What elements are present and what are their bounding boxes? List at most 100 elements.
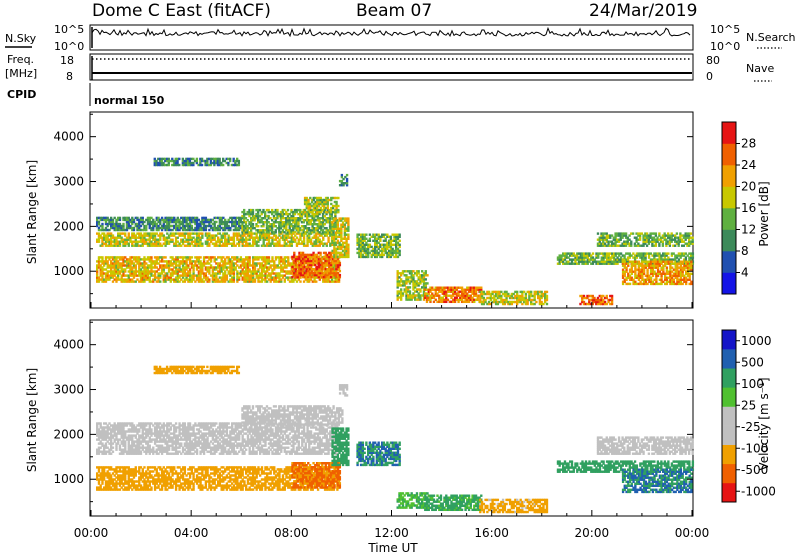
scatter-cell <box>382 247 386 251</box>
scatter-cell <box>166 226 169 230</box>
scatter-cell <box>146 264 150 267</box>
scatter-cell <box>211 228 215 232</box>
scatter-cell <box>307 214 311 218</box>
scatter-cell <box>155 224 158 228</box>
scatter-cell <box>124 264 127 267</box>
scatter-cell <box>496 290 500 294</box>
scatter-cell <box>498 290 501 294</box>
scatter-cell <box>306 244 309 247</box>
scatter-cell <box>577 258 581 261</box>
scatter-cell <box>316 229 319 232</box>
scatter-cell <box>180 268 183 271</box>
scatter-cell <box>683 262 686 265</box>
scatter-cell <box>104 244 108 247</box>
scatter-cell <box>195 232 199 235</box>
scatter-cell <box>202 228 206 232</box>
scatter-cell <box>148 276 151 279</box>
scatter-cell <box>297 240 300 243</box>
scatter-cell <box>218 238 222 241</box>
scatter-cell <box>434 292 437 295</box>
scatter-cell <box>187 258 190 261</box>
scatter-cell <box>368 239 372 243</box>
scatter-cell <box>292 231 295 234</box>
scatter-cell <box>644 234 647 237</box>
scatter-cell <box>302 238 306 241</box>
scatter-cell <box>267 240 271 243</box>
scatter-cell <box>306 221 309 224</box>
scatter-cell <box>115 266 118 269</box>
scatter-cell <box>110 242 113 245</box>
scatter-cell <box>171 256 174 259</box>
scatter-cell <box>252 262 255 265</box>
scatter-cell <box>635 262 639 265</box>
scatter-cell <box>120 268 123 271</box>
scatter-cell <box>334 255 338 259</box>
scatter-cell <box>167 224 171 228</box>
scatter-cell <box>336 259 340 263</box>
scatter-cell <box>628 254 631 257</box>
scatter-cell <box>262 278 265 281</box>
scatter-cell <box>574 256 577 259</box>
scatter-cell <box>635 256 639 259</box>
scatter-cell <box>291 267 294 271</box>
scatter-cell <box>155 276 158 279</box>
scatter-cell <box>281 274 285 277</box>
scatter-cell <box>106 264 109 267</box>
scatter-cell <box>220 258 223 261</box>
scatter-cell <box>343 253 347 257</box>
scatter-cell <box>148 226 151 230</box>
scatter-cell <box>669 262 672 265</box>
scatter-cell <box>178 266 181 269</box>
scatter-cell <box>382 249 386 253</box>
scatter-cell <box>331 255 334 259</box>
scatter-cell <box>310 263 313 267</box>
scatter-cell <box>143 268 146 271</box>
scatter-cell <box>612 260 616 263</box>
scatter-cell <box>118 226 122 230</box>
scatter-cell <box>345 245 348 249</box>
scatter-cell <box>164 236 167 239</box>
scatter-cell <box>271 276 274 279</box>
scatter-cell <box>614 232 617 235</box>
scatter-cell <box>301 253 305 257</box>
scatter-cell <box>174 258 178 261</box>
scatter-cell <box>143 266 146 269</box>
scatter-cell <box>302 234 306 237</box>
scatter-cell <box>271 260 274 263</box>
scatter-cell <box>117 218 120 222</box>
scatter-cell <box>285 225 288 228</box>
scatter-cell <box>307 206 310 210</box>
scatter-cell <box>303 265 306 269</box>
scatter-cell <box>379 253 382 257</box>
scatter-cell <box>257 225 260 228</box>
scatter-cell <box>313 278 316 281</box>
scatter-cell <box>103 280 106 283</box>
scatter-cell <box>167 268 171 271</box>
scatter-cell <box>192 272 195 275</box>
scatter-cell <box>208 236 211 239</box>
scatter-cell <box>675 236 679 239</box>
scatter-cell <box>330 210 333 214</box>
scatter-cell <box>164 244 167 247</box>
scatter-cell <box>651 240 654 243</box>
scatter-cell <box>292 264 295 267</box>
scatter-cell <box>396 294 399 297</box>
scatter-cell <box>300 214 304 218</box>
scatter-cell <box>419 278 422 281</box>
scatter-cell <box>646 268 649 271</box>
scatter-cell <box>232 222 236 226</box>
scatter-cell <box>533 302 536 306</box>
scatter-cell <box>670 252 674 255</box>
scatter-cell <box>206 266 209 269</box>
scatter-cell <box>276 227 279 230</box>
scatter-cell <box>234 232 237 235</box>
scatter-cell <box>278 242 281 245</box>
scatter-cell <box>129 262 132 265</box>
scatter-cell <box>312 259 315 263</box>
scatter-cell <box>607 258 610 261</box>
scatter-cell <box>113 278 116 281</box>
scatter-cell <box>276 212 279 216</box>
scatter-cell <box>297 227 300 230</box>
scatter-cell <box>204 228 208 232</box>
scatter-cell <box>644 254 647 257</box>
